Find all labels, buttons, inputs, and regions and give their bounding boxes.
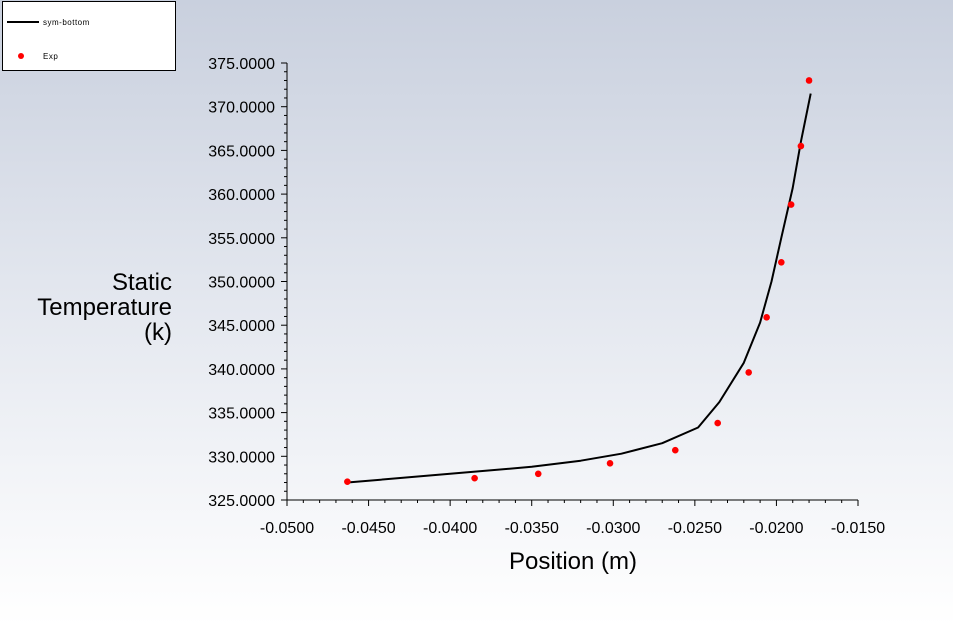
legend-label-sym-bottom: sym-bottom xyxy=(43,17,90,27)
y-axis-label-line-3: (k) xyxy=(144,319,172,346)
y-axis-label-line-1: Static xyxy=(111,269,172,296)
y-tick-label: 365.0000 xyxy=(208,143,275,160)
data-point-exp xyxy=(714,419,721,427)
y-tick-label: 340.0000 xyxy=(208,362,275,379)
data-point-exp xyxy=(763,314,770,321)
y-tick-label: 335.0000 xyxy=(208,406,275,423)
x-tick-label: -0.0450 xyxy=(341,520,395,537)
legend-label-exp: Exp xyxy=(43,51,59,61)
data-point-exp xyxy=(797,142,805,150)
y-tick-label: 375.0000 xyxy=(208,56,275,73)
x-tick-label: -0.0400 xyxy=(423,520,477,537)
y-tick-label: 325.0000 xyxy=(208,493,275,510)
x-tick-label: -0.0150 xyxy=(831,520,885,537)
y-tick-label: 355.0000 xyxy=(208,231,275,248)
data-point-exp xyxy=(805,77,813,84)
y-axis-label-line-2: Temperature xyxy=(37,294,172,321)
data-point-exp xyxy=(745,369,752,376)
data-point-exp xyxy=(471,474,478,482)
series-line-sym-bottom xyxy=(347,93,812,484)
legend-item-exp: Exp xyxy=(7,49,58,63)
y-tick-label: 345.0000 xyxy=(208,318,275,335)
data-point-exp xyxy=(606,459,614,467)
x-tick-label: -0.0500 xyxy=(260,520,314,537)
y-tick-label: 370.0000 xyxy=(208,100,275,117)
x-tick-label: -0.0200 xyxy=(749,520,803,537)
y-tick-label: 330.0000 xyxy=(208,449,275,466)
x-axis-label: Position (m) xyxy=(508,548,638,575)
data-point-exp xyxy=(344,478,351,485)
x-tick-label: -0.0300 xyxy=(586,520,640,537)
data-point-exp xyxy=(778,258,785,266)
legend: sym-bottom Exp xyxy=(2,1,176,71)
y-axis-label: Static Temperature (k) xyxy=(10,270,172,345)
data-point-exp xyxy=(787,201,795,208)
y-tick-label: 360.0000 xyxy=(208,187,275,204)
legend-item-sym-bottom: sym-bottom xyxy=(7,15,90,29)
legend-marker-swatch xyxy=(7,51,39,61)
y-tick-label: 350.0000 xyxy=(208,275,275,292)
data-point-exp xyxy=(534,470,542,478)
data-point-exp xyxy=(671,446,679,454)
x-tick-label: -0.0250 xyxy=(668,520,722,537)
legend-line-swatch xyxy=(7,21,39,23)
x-tick-label: -0.0350 xyxy=(505,520,559,537)
